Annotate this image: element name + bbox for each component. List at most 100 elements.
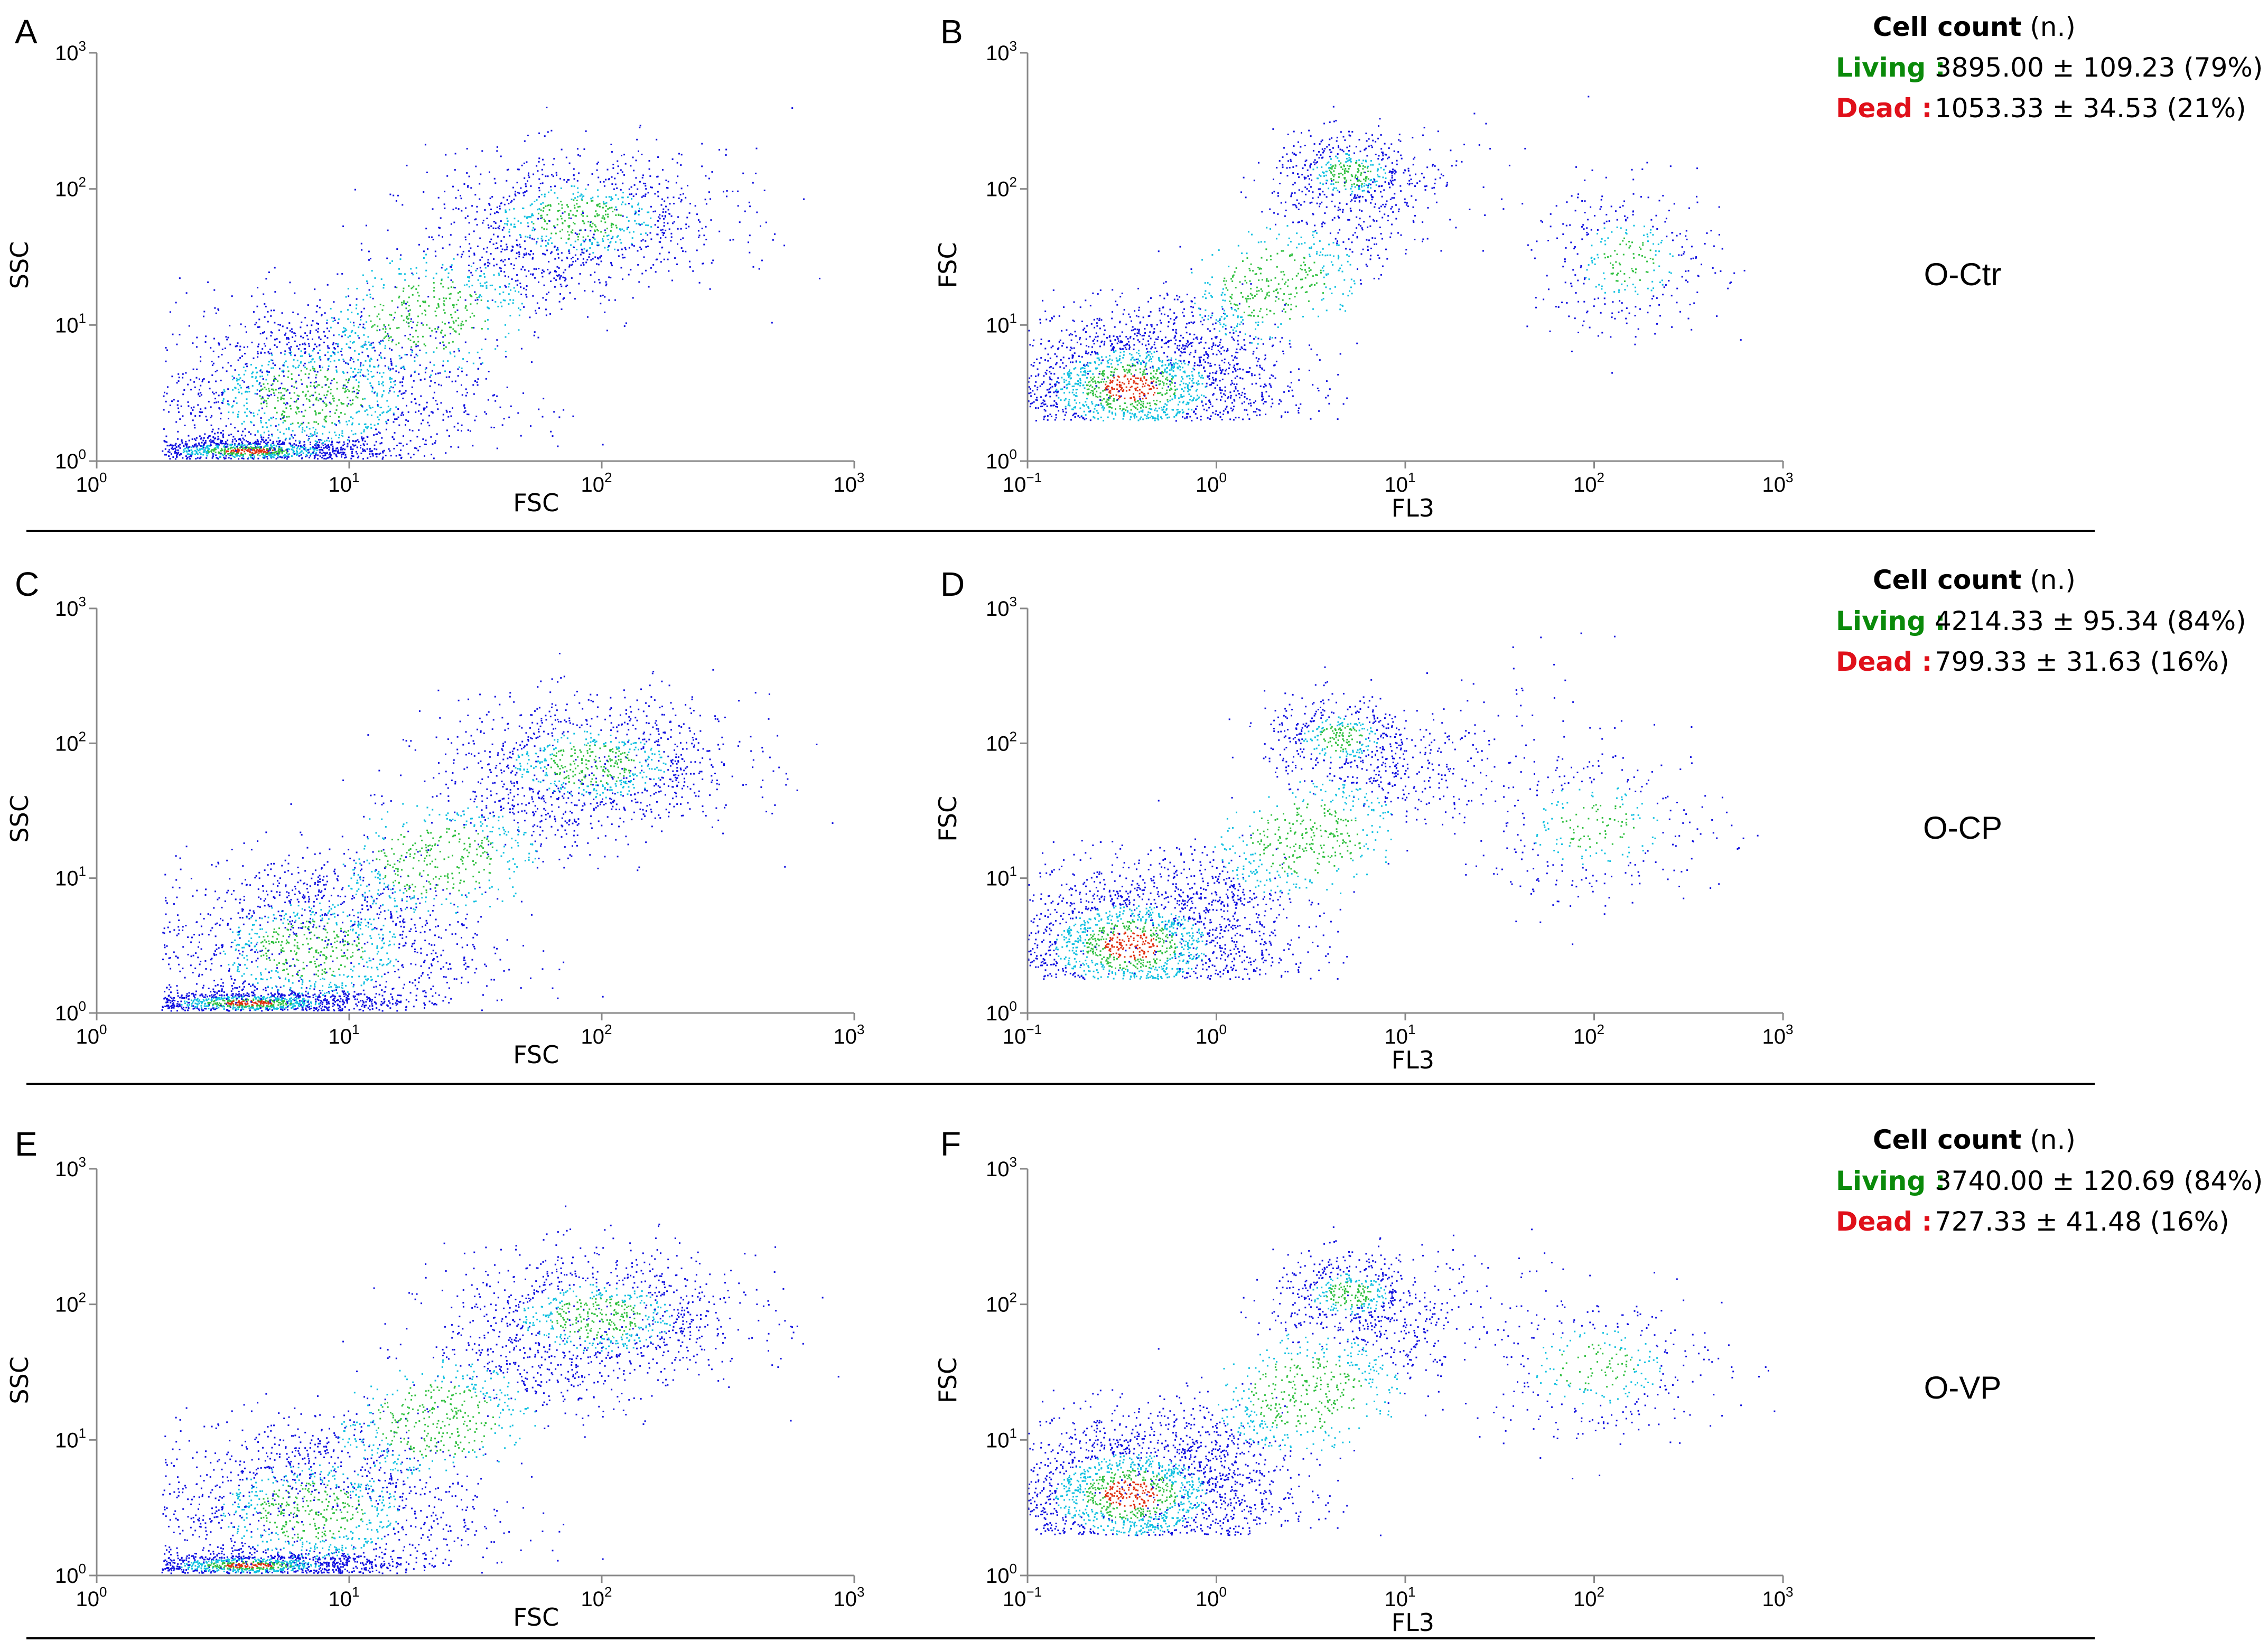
scatter-point <box>563 271 565 274</box>
scatter-point <box>556 174 557 176</box>
scatter-point <box>344 334 347 336</box>
scatter-point <box>1255 357 1257 359</box>
scatter-point <box>201 411 203 414</box>
scatter-point <box>527 226 529 228</box>
scatter-point <box>1298 410 1300 412</box>
scatter-point <box>1133 380 1135 382</box>
scatter-point <box>1123 413 1125 415</box>
scatter-point <box>242 445 245 447</box>
scatter-point <box>336 405 338 407</box>
scatter-point <box>237 416 239 418</box>
scatter-point <box>1043 375 1045 377</box>
scatter-point <box>349 304 351 306</box>
scatter-point <box>210 438 212 440</box>
scatter-point <box>376 433 378 435</box>
scatter-point <box>1290 382 1292 383</box>
scatter-point <box>585 250 587 252</box>
scatter-point <box>499 205 501 207</box>
scatter-point <box>353 341 355 343</box>
scatter-point <box>254 323 256 325</box>
scatter-point <box>1133 406 1135 408</box>
scatter-point <box>454 287 456 289</box>
scatter-point <box>710 198 712 200</box>
scatter-point <box>268 352 270 354</box>
scatter-point <box>520 293 522 295</box>
scatter-point <box>303 448 305 450</box>
scatter-point <box>273 376 275 378</box>
scatter-point <box>304 409 306 411</box>
scatter-point <box>396 248 398 250</box>
scatter-point <box>207 451 209 453</box>
scatter-point <box>1268 383 1271 385</box>
scatter-point <box>311 324 313 326</box>
scatter-point <box>428 305 430 307</box>
scatter-point <box>565 285 567 287</box>
scatter-point <box>1184 362 1186 364</box>
scatter-point <box>488 227 490 229</box>
scatter-point <box>385 455 387 456</box>
scatter-point <box>255 322 257 324</box>
scatter-point <box>1161 387 1163 389</box>
scatter-point <box>430 436 432 438</box>
scatter-point <box>709 288 711 290</box>
scatter-point <box>332 395 334 397</box>
scatter-point <box>227 400 229 402</box>
scatter-point <box>185 450 188 452</box>
scatter-point <box>484 320 487 322</box>
scatter-point <box>598 176 600 179</box>
scatter-point <box>656 138 658 140</box>
scatter-point <box>286 452 288 454</box>
scatter-point <box>466 148 468 150</box>
scatter-point <box>676 263 678 265</box>
scatter-point <box>363 424 366 425</box>
scatter-point <box>1079 378 1081 380</box>
scatter-point <box>315 447 317 449</box>
scatter-point <box>183 389 185 391</box>
scatter-point <box>399 258 402 260</box>
scatter-point <box>393 391 395 393</box>
scatter-point <box>450 415 452 417</box>
scatter-point <box>234 438 236 440</box>
scatter-point <box>1298 379 1300 381</box>
scatter-point <box>528 172 529 174</box>
scatter-point <box>236 446 238 448</box>
scatter-point <box>359 365 361 368</box>
scatter-point <box>647 211 649 213</box>
scatter-point <box>558 301 561 303</box>
scatter-point <box>174 451 176 453</box>
scatter-point <box>703 243 705 246</box>
scatter-point <box>240 434 242 436</box>
scatter-point <box>1174 386 1175 388</box>
scatter-point <box>256 448 258 451</box>
scatter-point <box>1073 368 1075 370</box>
scatter-point <box>458 446 460 448</box>
scatter-point <box>393 447 395 449</box>
scatter-point <box>402 392 404 395</box>
scatter-point <box>704 199 706 201</box>
scatter-point <box>387 229 389 231</box>
scatter-point <box>698 282 701 284</box>
scatter-point <box>471 285 473 287</box>
scatter-point <box>442 236 443 238</box>
scatter-point <box>349 440 350 443</box>
scatter-point <box>390 381 392 383</box>
scatter-point <box>207 437 209 439</box>
scatter-point <box>492 243 494 246</box>
scatter-point <box>348 346 350 349</box>
scatter-point <box>542 297 544 299</box>
scatter-point <box>312 448 314 449</box>
scatter-point <box>610 262 612 264</box>
scatter-point <box>370 414 372 416</box>
scatter-point <box>493 177 496 180</box>
scatter-point <box>275 425 277 427</box>
scatter-point <box>515 191 517 193</box>
scatter-point <box>1100 404 1103 406</box>
scatter-point <box>365 360 367 362</box>
scatter-point <box>1063 399 1066 401</box>
scatter-point <box>666 186 668 189</box>
scatter-point <box>486 218 488 219</box>
scatter-point <box>1207 354 1209 356</box>
scatter-point <box>394 312 396 314</box>
scatter-point <box>1206 409 1208 411</box>
scatter-point <box>515 290 517 292</box>
